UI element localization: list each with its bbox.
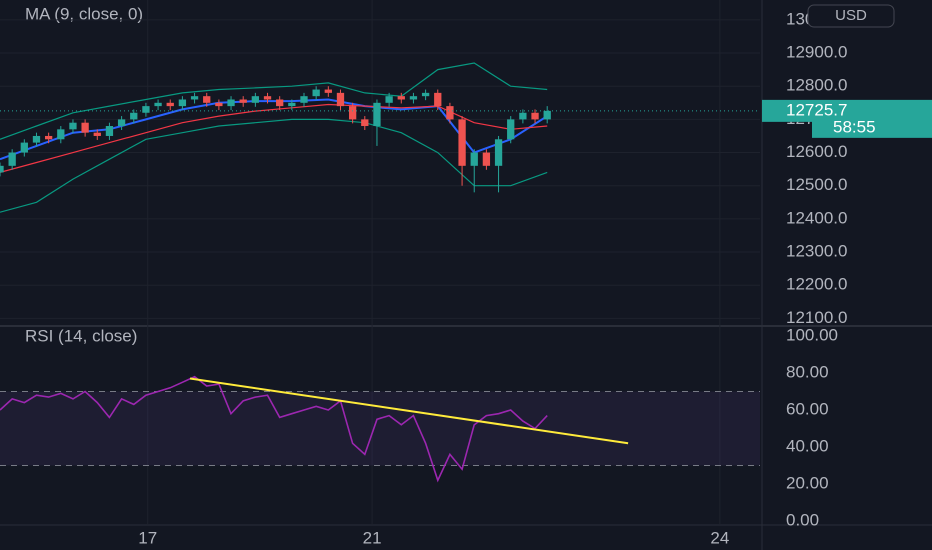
candle-body xyxy=(239,99,247,103)
candle-body xyxy=(409,96,418,100)
candle-body xyxy=(373,102,381,127)
candle-body xyxy=(93,132,101,136)
candle-body xyxy=(44,135,53,140)
candle-body xyxy=(397,96,405,100)
candle-body xyxy=(263,96,272,100)
candle-body xyxy=(8,152,16,166)
candle-body xyxy=(312,89,320,97)
candle-body xyxy=(470,152,478,166)
currency[interactable]: USD xyxy=(835,7,867,24)
candle-body xyxy=(276,99,284,107)
indicator-line xyxy=(0,98,548,161)
currency-button[interactable] xyxy=(807,4,895,28)
rsi-tick-label: 20.00 xyxy=(786,473,829,492)
y-tick-label: 12200.0 xyxy=(786,275,847,294)
rsi-tick-label: 0.00 xyxy=(786,510,819,529)
candle-body xyxy=(421,92,430,97)
candle-body xyxy=(458,119,466,166)
candle-body xyxy=(385,96,393,103)
candle-body xyxy=(142,106,150,113)
candle-body xyxy=(190,96,199,100)
candle-body xyxy=(251,96,260,103)
y-tick-label: 12900.0 xyxy=(786,43,847,62)
candle-body xyxy=(117,119,126,127)
rsi-tick-label: 100.00 xyxy=(786,325,838,344)
x-tick-label: 21 xyxy=(363,528,382,547)
countdown-box xyxy=(812,117,932,138)
y-tick-label: 12800.0 xyxy=(786,76,847,95)
candle-body xyxy=(494,139,503,166)
rsi-tick-label: 60.00 xyxy=(786,399,829,418)
y-tick-label: 12600.0 xyxy=(786,142,847,161)
x-tick-label: 17 xyxy=(138,528,157,547)
trendline xyxy=(189,377,629,445)
candle-body xyxy=(543,110,551,120)
candle-body xyxy=(434,92,442,107)
candle-body xyxy=(81,122,89,133)
indicator-line xyxy=(0,118,548,213)
last-price-box xyxy=(762,99,932,122)
candle-body xyxy=(32,135,41,143)
indicator-line xyxy=(0,62,548,140)
candle-body xyxy=(361,119,369,127)
candle-body xyxy=(69,122,77,130)
candle-body xyxy=(519,112,527,120)
candle-body xyxy=(105,126,114,136)
candle-body xyxy=(178,99,187,107)
rsi-tick-label: 80.00 xyxy=(786,362,829,381)
candle-body xyxy=(203,96,211,103)
candle-body xyxy=(57,129,65,140)
y-tick-label: 12500.0 xyxy=(786,175,847,194)
rsi-pane-title: RSI (14, close) xyxy=(25,326,137,345)
candle-body xyxy=(446,106,454,120)
candle-body xyxy=(227,99,235,107)
candle-body xyxy=(215,102,223,107)
y-tick-label: 12300.0 xyxy=(786,242,847,261)
candle-body xyxy=(130,112,138,120)
candle-body xyxy=(20,142,28,153)
indicator-line xyxy=(0,103,548,173)
candle-body xyxy=(0,165,4,173)
y-tick-label: 12100.0 xyxy=(786,308,847,327)
countdown-label: 58:55 xyxy=(833,117,876,136)
y-tick-label: 12400.0 xyxy=(786,208,847,227)
last-price-label: 12725.7 xyxy=(786,100,847,119)
price-pane-title: MA (9, close, 0) xyxy=(25,4,143,23)
candle-body xyxy=(324,89,332,93)
rsi-band xyxy=(0,391,760,466)
candle-body xyxy=(166,102,174,107)
candle-body xyxy=(507,119,515,140)
candle-body xyxy=(288,102,296,107)
candle-body xyxy=(154,102,162,107)
candle-body xyxy=(531,112,539,120)
rsi-line xyxy=(0,375,548,483)
candle-body xyxy=(348,106,357,120)
candle-body xyxy=(336,92,345,107)
candle-body xyxy=(300,96,308,103)
candle-body xyxy=(482,152,491,166)
rsi-tick-label: 40.00 xyxy=(786,436,829,455)
x-tick-label: 24 xyxy=(710,528,729,547)
